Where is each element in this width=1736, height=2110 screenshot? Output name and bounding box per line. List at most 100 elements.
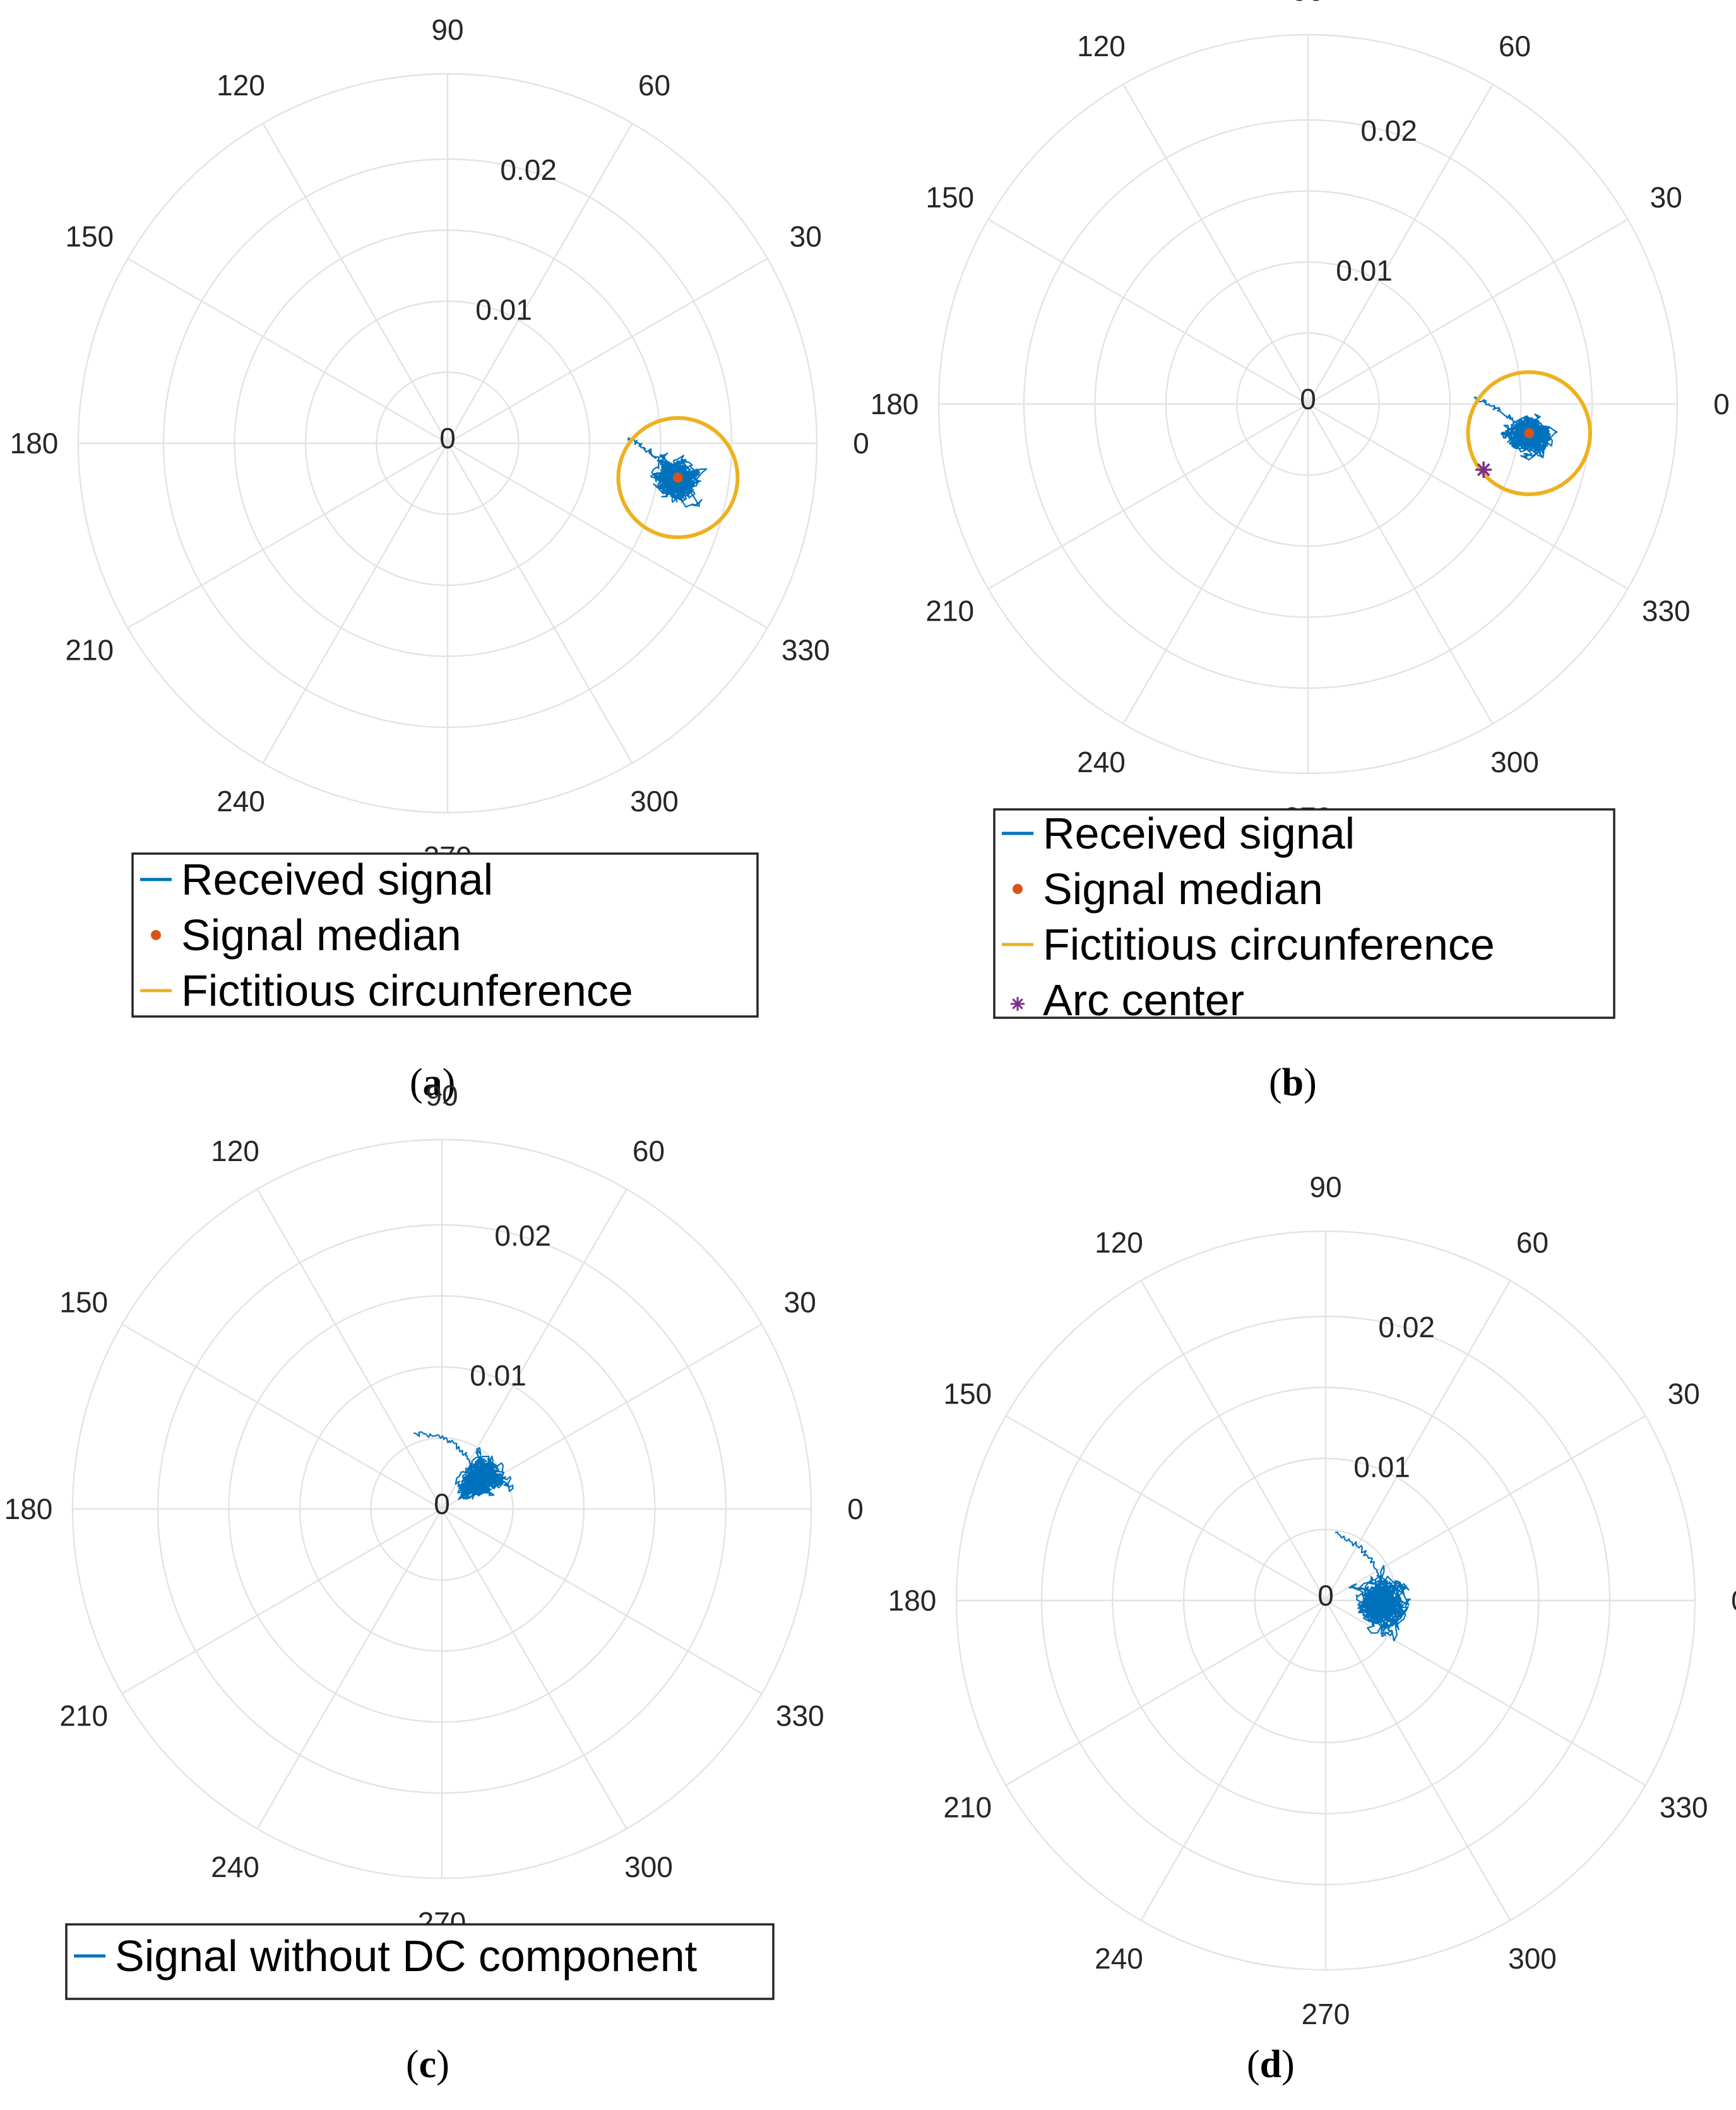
theta-tick-label: 30 bbox=[790, 220, 822, 253]
theta-tick-label: 90 bbox=[1309, 1171, 1341, 1203]
theta-tick-label: 30 bbox=[1668, 1378, 1700, 1410]
legend-entry-label: Signal median bbox=[181, 910, 461, 960]
theta-tick-label: 150 bbox=[65, 220, 114, 253]
legend-entry-label: Received signal bbox=[1043, 809, 1355, 858]
signal-median-point bbox=[672, 472, 683, 483]
grid-spoke bbox=[1324, 1600, 1511, 1921]
grid-spoke bbox=[262, 443, 449, 764]
r-tick-label: 0 bbox=[439, 422, 456, 455]
theta-tick-label: 270 bbox=[1302, 1998, 1350, 2030]
theta-tick-label: 330 bbox=[776, 1700, 824, 1732]
grid-spoke bbox=[1005, 1415, 1326, 1602]
theta-tick-label: 60 bbox=[1499, 30, 1531, 63]
theta-tick-label: 90 bbox=[1292, 0, 1324, 7]
theta-tick-label: 180 bbox=[871, 388, 919, 420]
grid-spoke bbox=[1307, 218, 1629, 405]
grid-spoke bbox=[1325, 1599, 1646, 1786]
theta-tick-label: 300 bbox=[1490, 746, 1539, 778]
theta-tick-label: 0 bbox=[847, 1493, 864, 1525]
grid-spoke bbox=[127, 442, 448, 629]
panel-caption-letter: d bbox=[1260, 2043, 1281, 2086]
legend-entry-label: Signal median bbox=[1043, 864, 1323, 914]
theta-tick-label: 210 bbox=[943, 1791, 992, 1824]
legend: Received signal Signal median Fictitious c… bbox=[131, 852, 759, 1018]
legend-box bbox=[65, 1923, 775, 2000]
legend-entry-label: Signal without DC component bbox=[115, 1931, 697, 1981]
panel-caption: (a) bbox=[410, 1061, 455, 1104]
panel-d: 0 30 60 90 120 150 180 210 240 270 300 330 0 0.01 0.02… bbox=[888, 1171, 1736, 2086]
r-tick-label: 0 bbox=[434, 1487, 450, 1520]
grid-spoke bbox=[441, 1508, 627, 1830]
theta-tick-label: 0 bbox=[853, 427, 869, 460]
legend-entry-label: Fictitious circunference bbox=[181, 966, 633, 1015]
theta-tick-label: 300 bbox=[1508, 1942, 1557, 1975]
theta-tick-label: 120 bbox=[211, 1135, 259, 1167]
panel-c: 030609012015018021024027030033000.010.02… bbox=[4, 1079, 864, 2086]
theta-tick-label: 330 bbox=[1660, 1791, 1708, 1824]
grid-spoke bbox=[121, 1508, 443, 1695]
theta-tick-label: 90 bbox=[425, 1079, 458, 1112]
r-tick-label: 0.01 bbox=[475, 293, 532, 326]
legend: Signal without DC component bbox=[65, 1923, 775, 2000]
grid-spoke bbox=[256, 1188, 443, 1510]
panel-caption-letter: c bbox=[419, 2043, 437, 2086]
legend-entry-label: Fictitious circunference bbox=[1043, 920, 1495, 969]
polar-grid bbox=[937, 33, 1679, 775]
legend-key-signal-median bbox=[151, 930, 161, 940]
theta-tick-label: 180 bbox=[10, 427, 59, 460]
theta-tick-label: 120 bbox=[217, 69, 265, 102]
grid-spoke bbox=[262, 122, 449, 444]
r-tick-label: 0.01 bbox=[1353, 1450, 1410, 1483]
theta-tick-label: 240 bbox=[1077, 746, 1126, 778]
grid-spoke bbox=[446, 443, 633, 764]
legend-entry-label: Received signal bbox=[181, 855, 493, 904]
theta-tick-label: 300 bbox=[624, 1851, 673, 1883]
theta-tick-label: 0 bbox=[1731, 1584, 1736, 1617]
theta-tick-label: 180 bbox=[888, 1584, 937, 1617]
signal-median-point bbox=[1524, 428, 1535, 439]
grid-spoke bbox=[441, 1188, 627, 1510]
grid-spoke bbox=[1005, 1599, 1326, 1786]
theta-tick-label: 120 bbox=[1095, 1226, 1143, 1259]
grid-spoke bbox=[1325, 1415, 1646, 1602]
grid-spoke bbox=[1307, 403, 1494, 725]
theta-tick-label: 150 bbox=[59, 1286, 108, 1319]
theta-tick-label: 240 bbox=[217, 785, 265, 818]
grid-spoke bbox=[127, 258, 448, 444]
grid-spoke bbox=[1140, 1600, 1327, 1921]
panel-caption-letter: a bbox=[423, 1061, 443, 1104]
theta-tick-label: 180 bbox=[4, 1493, 53, 1525]
theta-tick-label: 150 bbox=[943, 1378, 992, 1410]
theta-tick-label: 330 bbox=[1642, 595, 1691, 628]
panel-caption: (b) bbox=[1269, 1061, 1317, 1104]
r-tick-label: 0.01 bbox=[1336, 254, 1393, 287]
grid-spoke bbox=[256, 1508, 443, 1830]
theta-tick-label: 210 bbox=[65, 634, 114, 667]
legend-box bbox=[131, 852, 759, 1018]
theta-tick-label: 210 bbox=[59, 1700, 108, 1732]
grid-spoke bbox=[1122, 403, 1309, 725]
legend-entry-label: Arc center bbox=[1043, 975, 1244, 1025]
received-signal-trace bbox=[627, 437, 708, 508]
r-tick-label: 0 bbox=[1317, 1579, 1334, 1612]
theta-tick-label: 90 bbox=[431, 13, 463, 46]
polar-grid bbox=[77, 73, 818, 814]
grid-spoke bbox=[446, 122, 633, 444]
theta-tick-label: 60 bbox=[633, 1135, 665, 1167]
panel-a: 030609012015018021024027030033000.010.02… bbox=[10, 13, 869, 1104]
grid-spoke bbox=[447, 258, 768, 444]
grid-spoke bbox=[1307, 83, 1494, 405]
r-tick-label: 0.02 bbox=[500, 153, 557, 186]
grid-spoke bbox=[441, 1508, 763, 1695]
theta-tick-label: 120 bbox=[1077, 30, 1126, 63]
received-signal-trace bbox=[1473, 396, 1558, 461]
theta-tick-label: 210 bbox=[925, 595, 974, 628]
theta-tick-label: 240 bbox=[1095, 1942, 1143, 1975]
theta-tick-label: 60 bbox=[638, 69, 670, 102]
theta-tick-label: 60 bbox=[1516, 1226, 1549, 1259]
theta-tick-label: 150 bbox=[925, 181, 974, 214]
theta-tick-label: 30 bbox=[784, 1286, 816, 1319]
grid-spoke bbox=[1122, 83, 1309, 405]
fictitious-circumference bbox=[616, 416, 740, 540]
